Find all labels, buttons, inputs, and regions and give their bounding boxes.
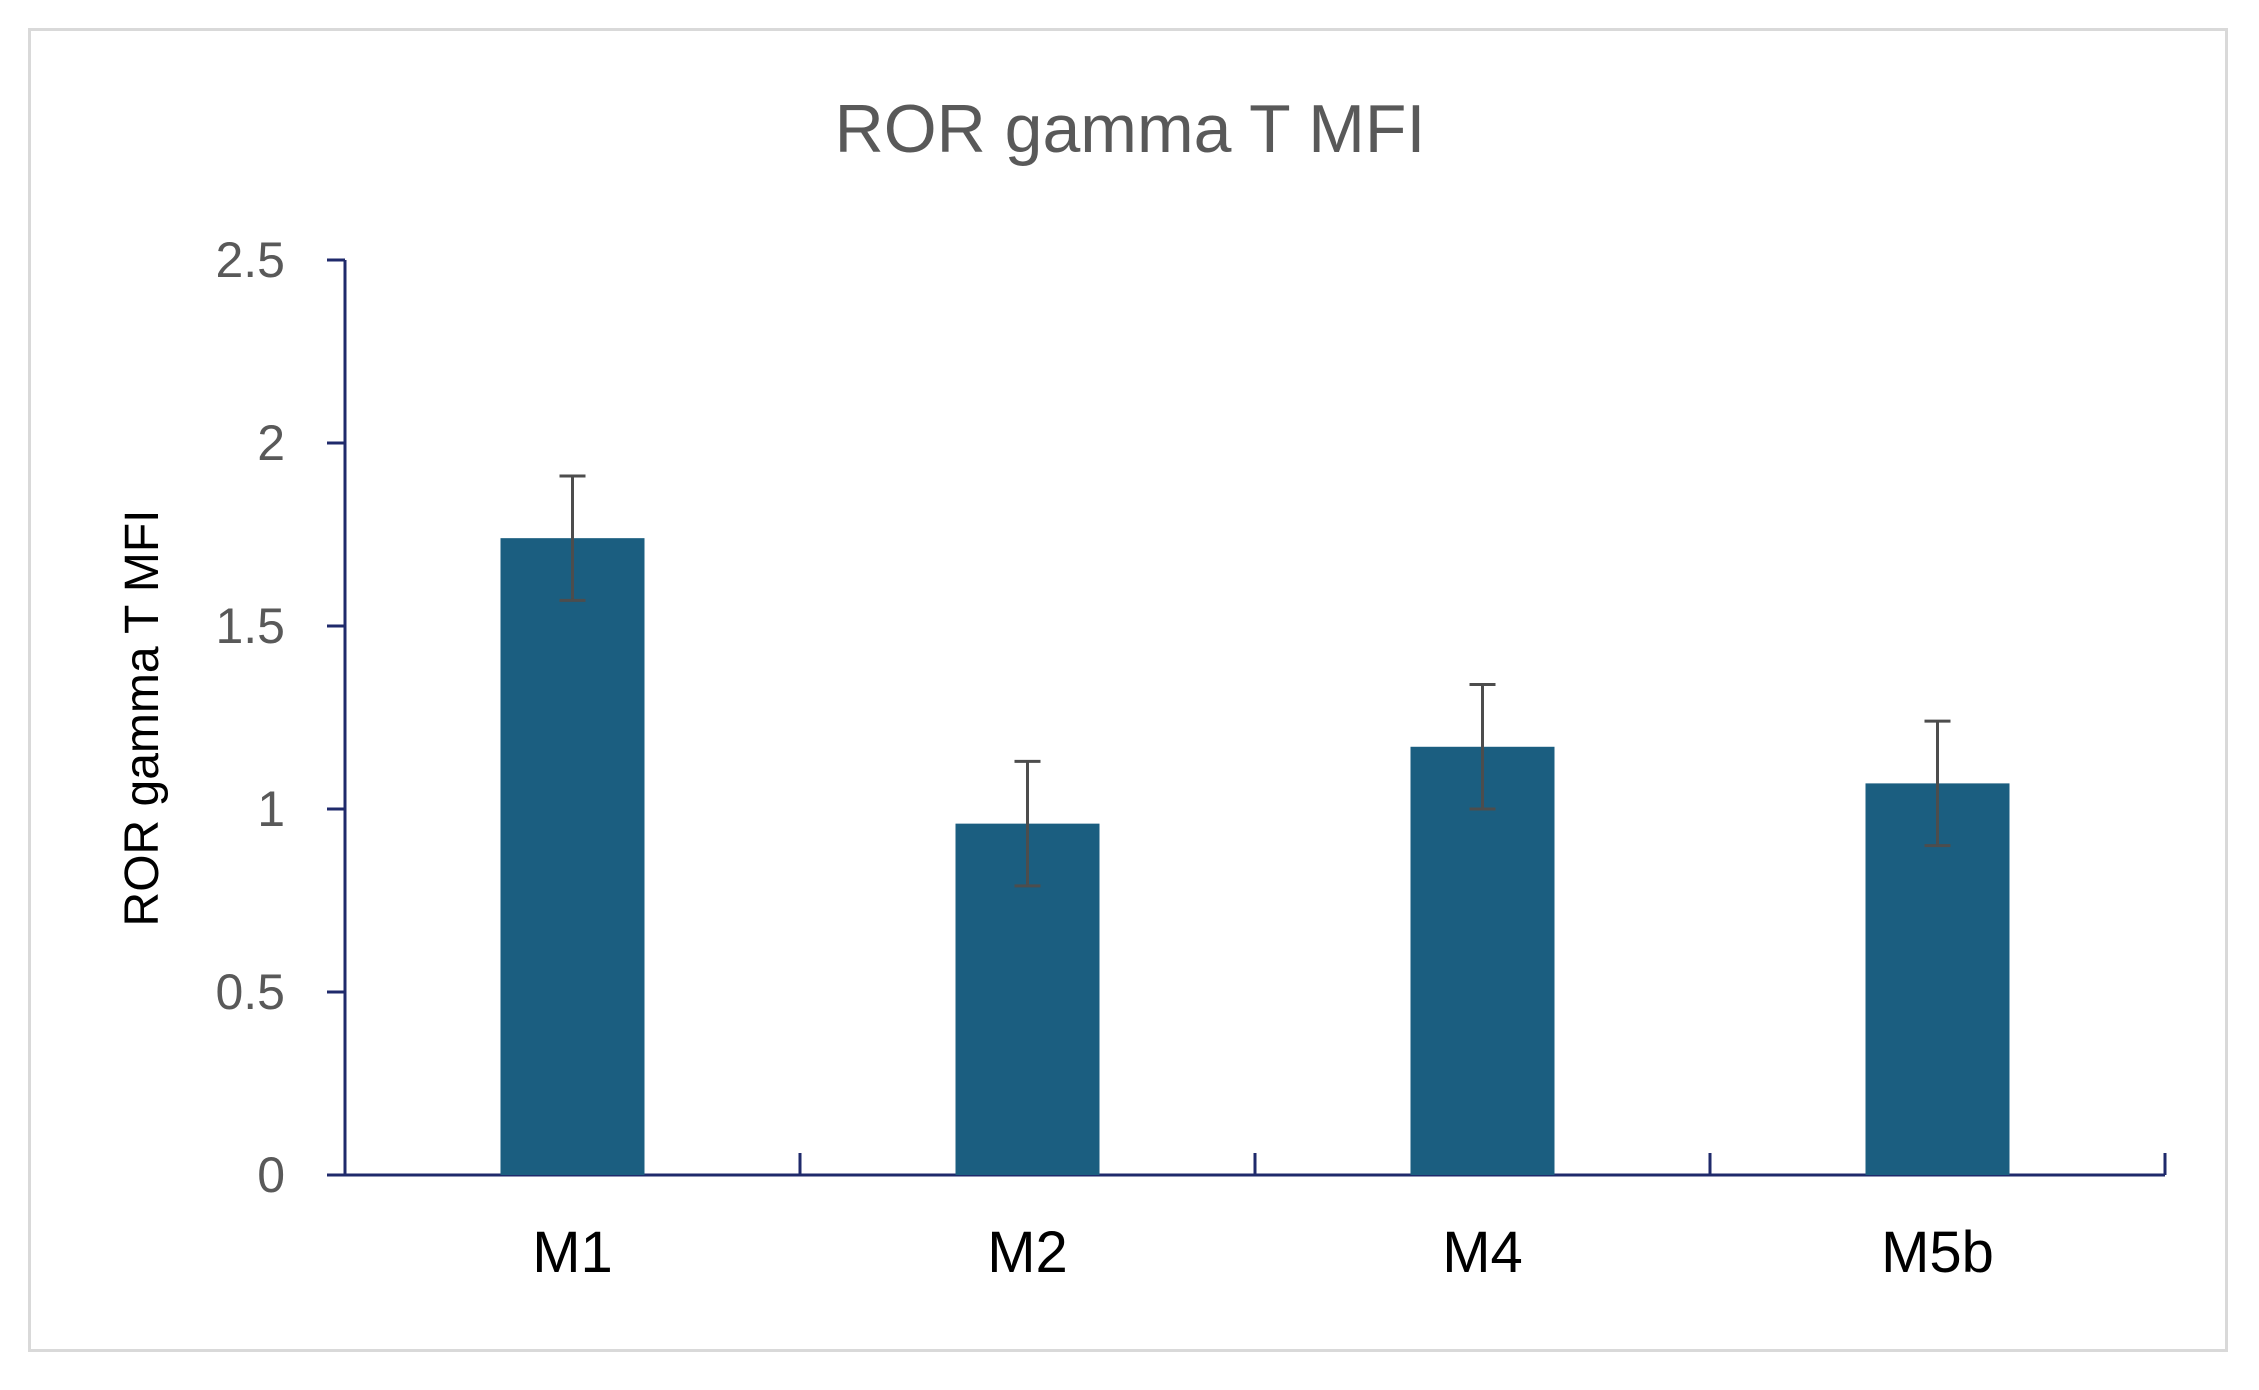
tick-labels: 0 0.5 1 1.5 2 2.5 M1 M2 M4 M5b — [215, 232, 1993, 1285]
chart-title: ROR gamma T MFI — [835, 91, 1426, 167]
y-tick-label: 0.5 — [215, 964, 285, 1020]
y-tick-label: 1.5 — [215, 598, 285, 654]
x-tick-label: M4 — [1442, 1220, 1523, 1285]
error-bars — [559, 474, 1951, 888]
bar-m4 — [1410, 746, 1555, 1175]
bar-m1 — [500, 538, 645, 1175]
x-tick-label: M5b — [1881, 1220, 1994, 1285]
y-axis-label: ROR gamma T MFI — [116, 510, 169, 927]
y-tick-label: 1 — [257, 781, 285, 837]
x-tick-label: M1 — [532, 1220, 613, 1285]
bar-m5b — [1865, 783, 2010, 1175]
chart-frame — [28, 28, 2228, 1352]
x-tick-label: M2 — [987, 1220, 1068, 1285]
bars — [500, 538, 2010, 1175]
y-tick-label: 2 — [257, 415, 285, 471]
y-tick-label: 2.5 — [215, 232, 285, 288]
y-tick-label: 0 — [257, 1147, 285, 1203]
